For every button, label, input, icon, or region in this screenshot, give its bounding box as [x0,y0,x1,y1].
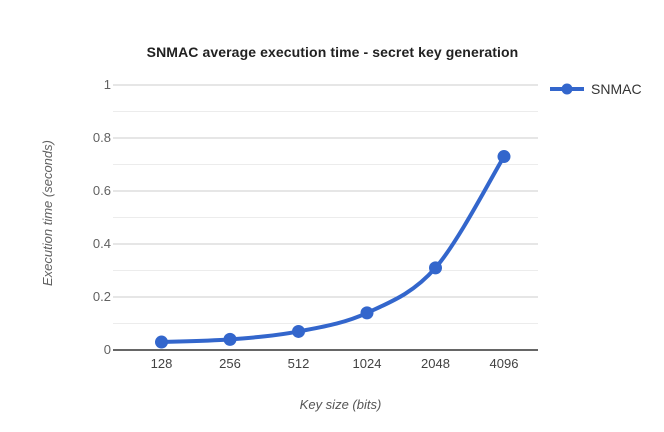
x-axis-title: Key size (bits) [299,397,382,412]
x-tick-label: 4096 [489,356,519,371]
x-tick-label: 256 [219,356,241,371]
data-point[interactable] [497,150,511,164]
x-tick-label: 1024 [352,356,382,371]
y-tick-label: 0.4 [92,236,111,251]
x-tick-label: 2048 [421,356,450,371]
y-tick-label: 0.8 [92,130,111,145]
x-tick-label: 128 [150,356,173,371]
chart-title: SNMAC average execution time - secret ke… [146,44,519,60]
y-tick-label: 0 [103,342,111,357]
x-tick-label: 512 [287,356,310,371]
y-tick-label: 0.2 [92,289,111,304]
y-tick-label: 1 [103,77,111,92]
legend-line-marker-icon [550,83,584,95]
series-line [159,154,506,345]
y-axis-title: Execution time (seconds) [40,140,55,286]
data-point[interactable] [360,306,374,320]
legend-series-label: SNMAC [591,81,642,97]
legend[interactable]: SNMAC [549,81,642,97]
data-point[interactable] [155,335,168,349]
data-point[interactable] [223,332,237,346]
data-point[interactable] [429,261,442,275]
y-tick-label: 0.6 [92,183,111,198]
data-point[interactable] [292,324,305,338]
